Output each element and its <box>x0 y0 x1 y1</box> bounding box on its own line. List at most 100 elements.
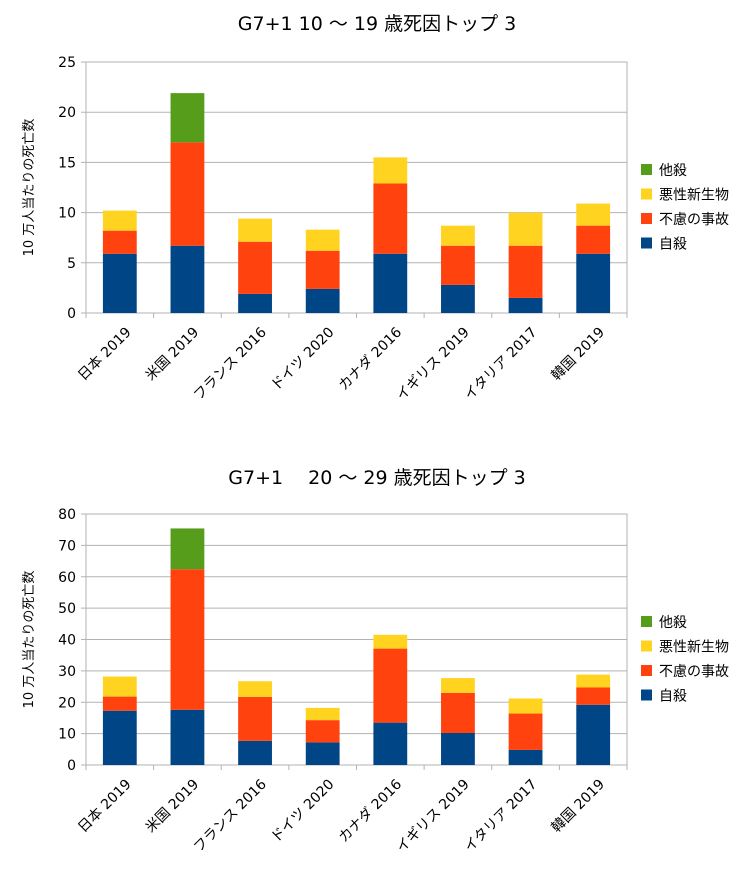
y-tick-label: 15 <box>58 155 76 171</box>
x-tick-label: 日本 2019 <box>75 777 134 836</box>
bar-segment <box>508 297 543 313</box>
legend-label: 悪性新生物 <box>659 188 729 204</box>
legend-label: 不慮の事故 <box>659 212 729 228</box>
chart-title: G7+1 20 ～ 29 歳死因トップ 3 <box>228 467 525 489</box>
y-tick-label: 10 <box>58 727 76 743</box>
legend-swatch <box>641 665 652 676</box>
bar-segment <box>170 142 205 246</box>
x-tick-label: フランス 2016 <box>191 324 270 403</box>
legend-label: 自殺 <box>659 237 687 253</box>
bar-segment <box>102 210 137 231</box>
bar-segment <box>576 687 611 705</box>
bar-segment <box>576 225 611 254</box>
bar-segment <box>305 742 340 765</box>
bar-segment <box>373 634 408 649</box>
bar-segment <box>508 245 543 298</box>
bar-segment <box>238 740 272 765</box>
legend-swatch <box>641 616 652 627</box>
bar-segment <box>576 203 611 226</box>
x-tick-label: 日本 2019 <box>75 325 134 384</box>
y-axis-label: 10 万人当たりの死亡数 <box>22 119 37 257</box>
x-tick-label: 韓国 2019 <box>549 325 608 384</box>
bar-segment <box>305 720 340 743</box>
bar-segment <box>441 692 475 733</box>
plot-area <box>85 61 628 314</box>
legend-swatch <box>641 188 652 200</box>
chart-title: G7+1 10 ～ 19 歳死因トップ 3 <box>238 13 516 35</box>
y-tick-label: 30 <box>58 664 76 680</box>
x-tick-label: ドイツ 2020 <box>268 777 337 846</box>
bar-segment <box>576 674 611 688</box>
legend-label: 他殺 <box>659 163 687 179</box>
y-tick-label: 0 <box>67 758 76 774</box>
legend-label: 他殺 <box>659 615 687 631</box>
x-tick-label: フランス 2016 <box>191 776 270 855</box>
legend-swatch <box>641 237 652 249</box>
y-tick-label: 0 <box>67 306 76 322</box>
legend-swatch <box>641 213 652 224</box>
x-tick-label: ドイツ 2020 <box>268 325 337 394</box>
bar-segment <box>102 676 137 697</box>
bar-segment <box>238 293 272 313</box>
legend-swatch <box>641 164 652 175</box>
x-tick-label: 韓国 2019 <box>549 777 608 836</box>
chart-20-29: G7+1 20 ～ 29 歳死因トップ 3 0 10 20 30 40 50 60 70 80 日本… <box>22 467 729 856</box>
bar-segment <box>441 678 475 693</box>
bar-segment <box>508 212 543 246</box>
bar-segment <box>102 230 137 254</box>
bar-segment <box>305 707 340 721</box>
y-axis-label: 10 万人当たりの死亡数 <box>22 571 37 709</box>
bar-segment <box>373 722 408 765</box>
bar-segment <box>238 241 272 294</box>
legend-swatch <box>641 640 652 652</box>
y-tick-label: 70 <box>58 538 76 554</box>
bar-segment <box>576 704 611 765</box>
bar-segment <box>238 696 272 741</box>
bar-segment <box>305 229 340 251</box>
bar-segment <box>102 696 137 711</box>
bar-segment <box>170 569 205 710</box>
bar-segment <box>373 157 408 184</box>
x-tick-label: イタリア 2017 <box>462 325 541 404</box>
bar-segment <box>508 749 543 765</box>
bar-segment <box>373 253 408 313</box>
bar-segment <box>305 288 340 313</box>
x-tick-label: カナダ 2016 <box>336 324 405 393</box>
y-tick-label: 25 <box>58 55 76 71</box>
bar-segment <box>170 709 205 765</box>
bar-segment <box>102 710 137 765</box>
bar-segment <box>441 732 475 765</box>
y-tick-label: 20 <box>58 695 76 711</box>
y-tick-label: 40 <box>58 633 76 649</box>
y-tick-label: 80 <box>58 507 76 523</box>
x-tick-label: イタリア 2017 <box>462 777 541 856</box>
bar-segment <box>508 713 543 750</box>
bar-segment <box>305 250 340 289</box>
bar-segment <box>576 253 611 313</box>
x-tick-label: 米国 2019 <box>143 325 202 384</box>
x-tick-label: 米国 2019 <box>143 777 202 836</box>
bar-segment <box>238 681 272 697</box>
legend-label: 不慮の事故 <box>659 664 729 680</box>
chart-10-19: G7+1 10 ～ 19 歳死因トップ 3 0 5 10 15 20 25 日本 2019 米国… <box>22 13 729 404</box>
bar-segment <box>373 648 408 723</box>
bar-segment <box>441 245 475 285</box>
bar-segment <box>441 284 475 313</box>
y-tick-label: 20 <box>58 105 76 121</box>
bar-segment <box>373 183 408 254</box>
bar-segment <box>441 225 475 246</box>
bar-segment <box>170 93 205 143</box>
legend-label: 自殺 <box>659 689 687 705</box>
y-tick-label: 10 <box>58 206 76 222</box>
bar-segment <box>102 253 137 313</box>
bar-segment <box>170 245 205 313</box>
bar-segment <box>170 528 205 570</box>
legend-label: 悪性新生物 <box>659 640 729 656</box>
x-tick-label: カナダ 2016 <box>336 776 405 845</box>
bar-segment <box>508 698 543 714</box>
y-tick-label: 50 <box>58 601 76 617</box>
legend-swatch <box>641 689 652 701</box>
y-tick-label: 5 <box>67 256 76 272</box>
bar-segment <box>238 218 272 242</box>
